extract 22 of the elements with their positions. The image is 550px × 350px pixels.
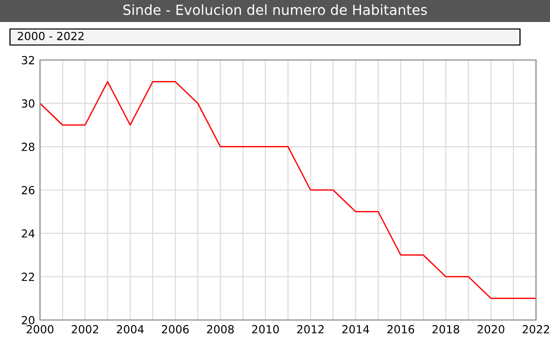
y-tick-label: 28 [22,142,34,152]
y-tick-label: 24 [22,229,35,238]
line-series [40,81,536,299]
x-tick-label: 2018 [432,325,460,334]
x-tick-label: 2010 [252,325,279,334]
x-tick-label: 2012 [297,325,324,334]
x-tick-label: 2000 [26,325,54,334]
x-tick-label: 2020 [478,325,504,334]
x-tick-label: 2002 [72,325,98,334]
x-tick-label: 2022 [522,325,550,334]
y-tick-label: 32 [22,56,34,64]
y-tick-label: 20 [22,316,34,324]
x-tick-label: 2008 [207,325,234,334]
y-tick-label: 30 [22,99,34,108]
x-tick-label: 2016 [387,325,414,334]
x-tick-label: 2014 [342,325,370,334]
chart-title: Sinde - Evolucion del numero de Habitantes [123,4,427,16]
x-tick-label: 2004 [116,325,144,334]
y-tick-label: 26 [22,186,34,194]
y-tick-label: 22 [22,272,34,281]
text: 2000 - 2022 [18,32,84,40]
x-tick-label: 2006 [162,325,189,334]
